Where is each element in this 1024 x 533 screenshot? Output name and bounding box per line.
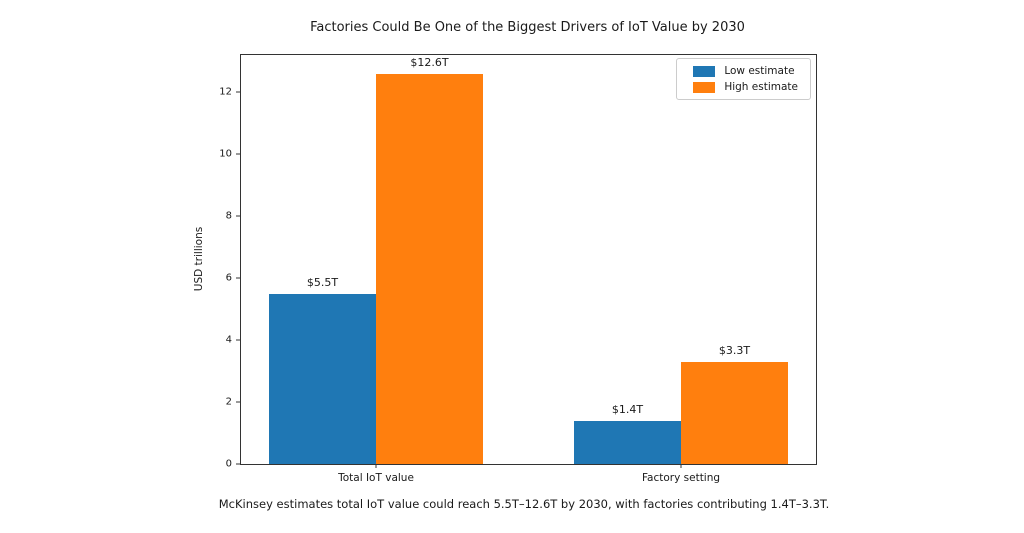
bar-value-label: $1.4T [611, 402, 644, 416]
y-tick-label: 10 [219, 148, 232, 160]
legend-item: High estimate [693, 81, 798, 93]
x-category-label: Factory setting [641, 472, 721, 484]
plot-area: 0 2 4 6 8 10 12 $5.5T $1.4T $12.6T $3.3T Total Io… [219, 54, 817, 484]
y-tick-label: 0 [225, 458, 232, 470]
y-tick [236, 277, 241, 279]
y-tick [236, 153, 241, 155]
bar-value-label: $3.3T [718, 343, 751, 357]
legend-swatch [693, 81, 716, 93]
bar-high-estimate-1 [681, 361, 788, 464]
bar-high-estimate-0 [376, 73, 483, 464]
y-tick-label: 6 [225, 272, 232, 284]
x-tick [375, 464, 377, 468]
bar-low-estimate-1 [574, 420, 681, 464]
legend-label: Low estimate [724, 65, 795, 77]
y-tick [236, 91, 241, 93]
legend-items: Low estimate High estimate [693, 65, 798, 93]
legend-item: Low estimate [693, 65, 798, 77]
y-tick [236, 463, 241, 465]
x-tick [680, 464, 682, 468]
y-tick-label: 4 [225, 334, 232, 346]
legend-label: High estimate [724, 81, 798, 93]
y-axis-label-text: USD trillions [193, 226, 205, 291]
y-tick-label: 8 [225, 210, 232, 222]
bar-value-label: $5.5T [306, 275, 339, 289]
y-tick-label: 12 [219, 86, 232, 98]
legend: Low estimate High estimate [676, 58, 811, 100]
y-tick [236, 215, 241, 217]
legend-swatch [693, 65, 716, 77]
y-tick [236, 339, 241, 341]
y-axis-label: USD trillions [191, 54, 207, 463]
bar-value-label: $12.6T [410, 55, 449, 69]
bar-low-estimate-0 [269, 293, 376, 464]
chart-caption: McKinsey estimates total IoT value could… [218, 497, 830, 511]
y-tick-label: 2 [225, 396, 232, 408]
chart-title: Factories Could Be One of the Biggest Dr… [310, 20, 745, 35]
x-category-label: Total IoT value [338, 472, 414, 484]
y-tick [236, 401, 241, 403]
